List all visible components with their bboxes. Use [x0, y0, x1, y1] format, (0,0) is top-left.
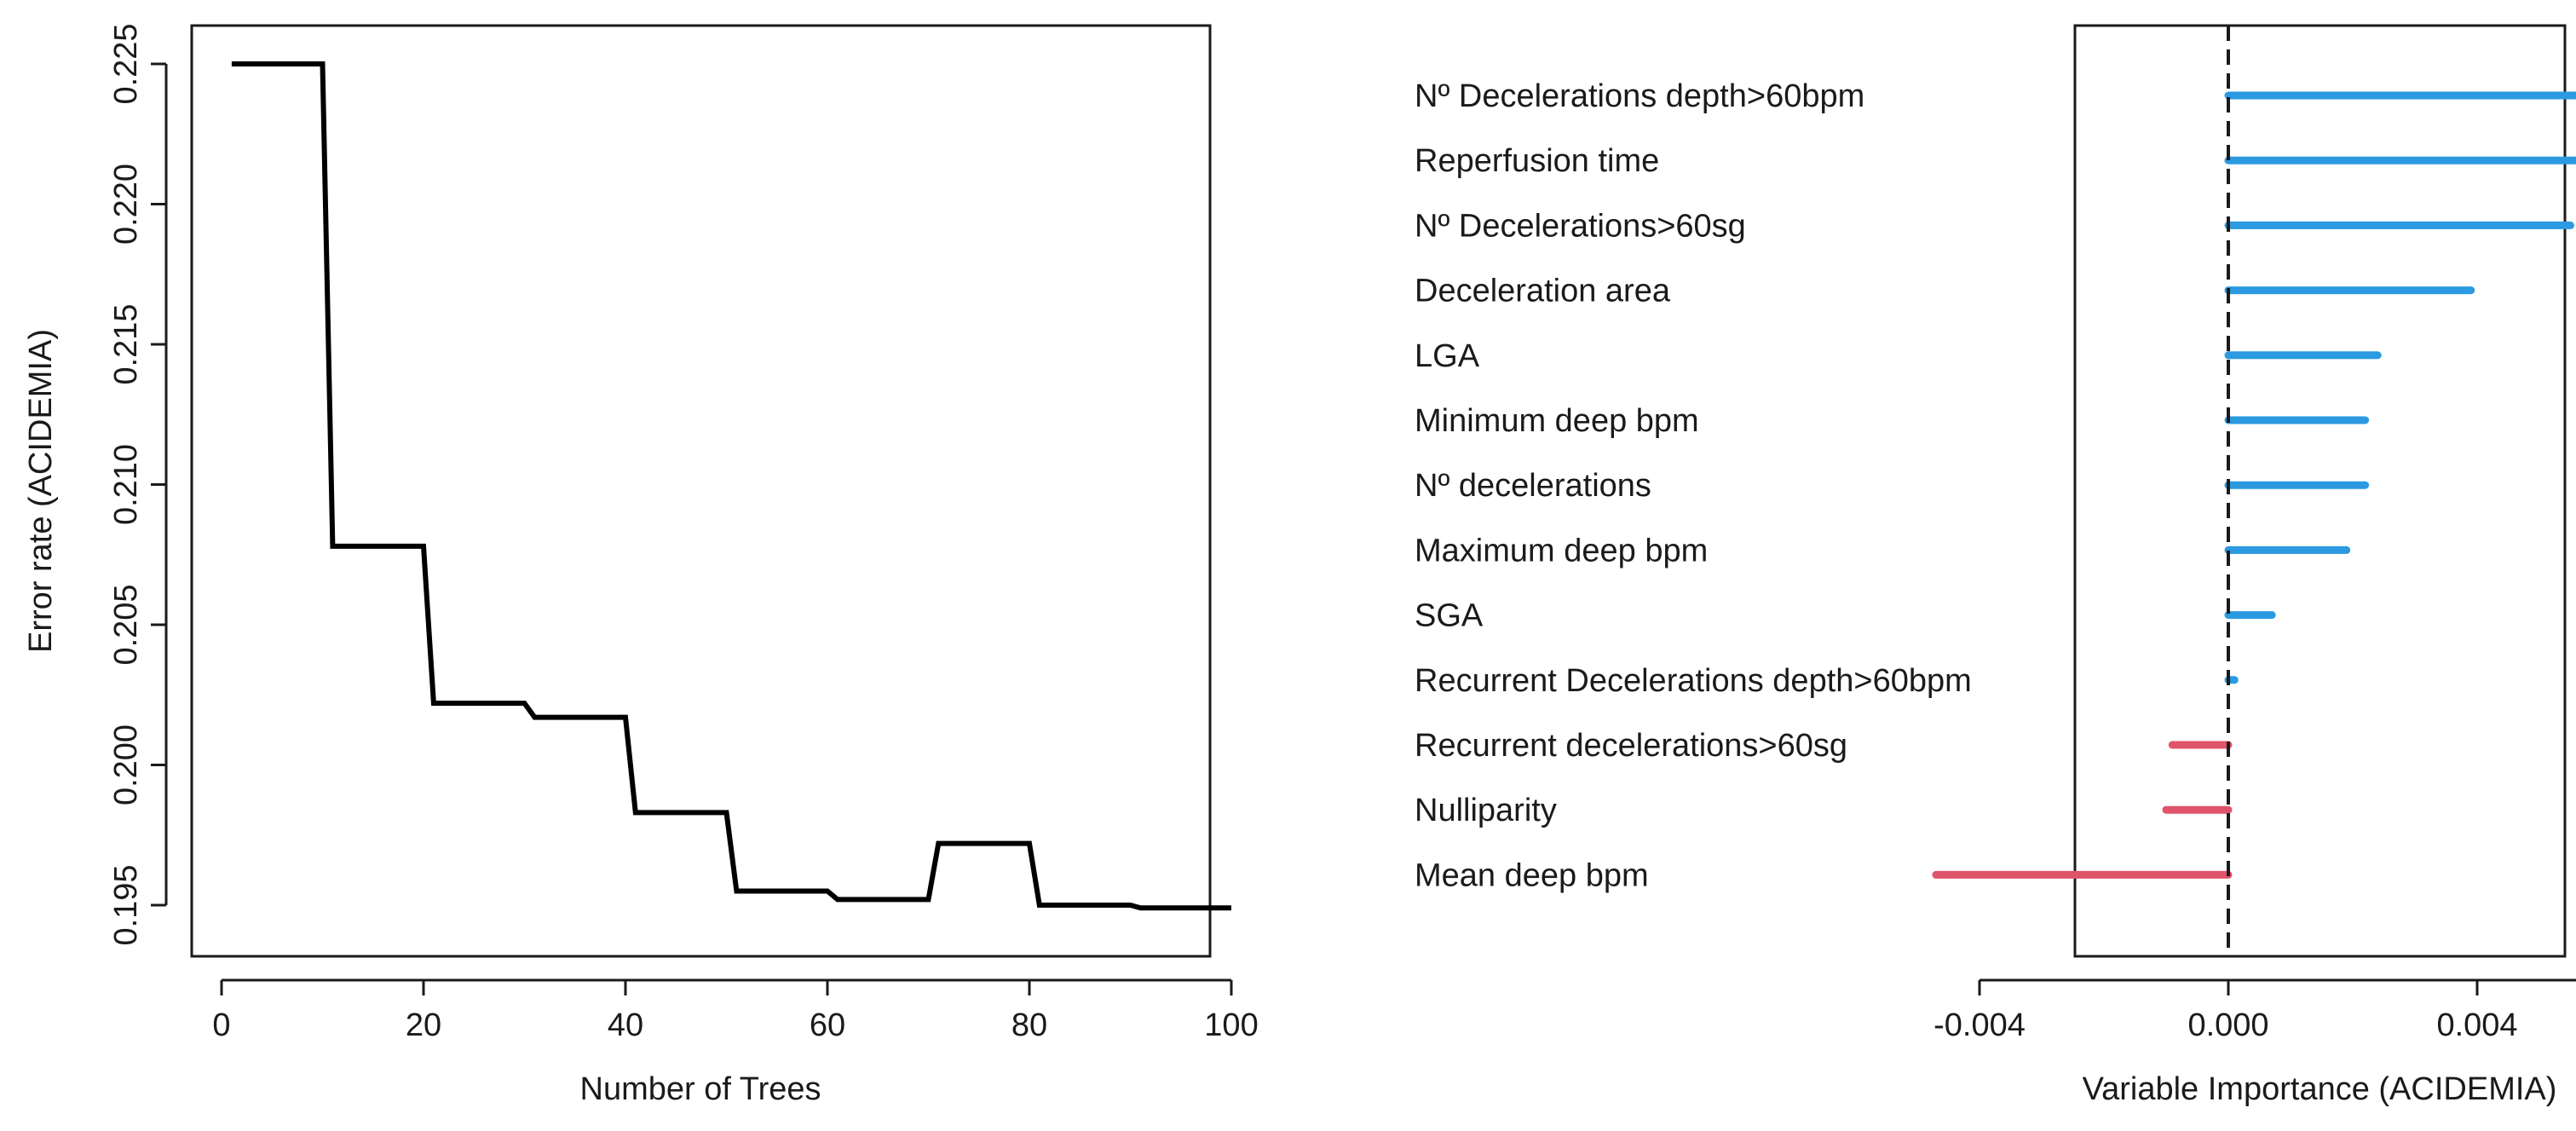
- importance-x-axis-title: Variable Importance (ACIDEMIA): [2083, 1071, 2557, 1107]
- y-tick-label: 0.205: [108, 584, 144, 665]
- y-tick-label: 0.225: [108, 23, 144, 104]
- variable-label: SGA: [1415, 598, 1484, 634]
- variable-label: Recurrent Decelerations depth>60bpm: [1415, 663, 1972, 699]
- variable-label: Maximum deep bpm: [1415, 533, 1708, 568]
- variable-label: LGA: [1415, 338, 1480, 374]
- variable-label: Deceleration area: [1415, 274, 1671, 309]
- x-tick-label: 0.000: [2187, 1007, 2268, 1043]
- variable-importance-chart: Nº Decelerations depth>60bpm Reperfusion …: [1415, 24, 2576, 1107]
- variable-label: Recurrent decelerations>60sg: [1415, 728, 1847, 764]
- variable-labels: Nº Decelerations depth>60bpm Reperfusion …: [1415, 78, 1972, 893]
- y-tick-label: 0.195: [108, 864, 144, 945]
- x-tick-label: 100: [1204, 1007, 1258, 1043]
- error-rate-x-axis-title: Number of Trees: [580, 1071, 821, 1107]
- variable-label: Nº Decelerations depth>60bpm: [1415, 78, 1864, 114]
- error-rate-chart: 0 20 40 60 80 100 0.1950.2000.2050.2100.2150.…: [23, 23, 1259, 1107]
- error-rate-x-axis: 0 20 40 60 80 100: [212, 978, 1259, 1043]
- x-tick-label: 20: [406, 1007, 441, 1043]
- error-rate-y-axis: 0.195 0.200 0.205 0.210 0.215 0.220 0.225: [108, 23, 168, 946]
- x-tick-label: 60: [810, 1007, 845, 1043]
- variable-label: Nulliparity: [1415, 793, 1557, 828]
- y-tick-label: 0.220: [108, 164, 144, 245]
- x-tick-label: 80: [1011, 1007, 1047, 1043]
- variable-label: Nº Decelerations>60sg: [1415, 208, 1746, 244]
- variable-label: Reperfusion time: [1415, 143, 1659, 179]
- error-rate-plot-frame: [190, 24, 1212, 958]
- x-tick-label: -0.004: [1933, 1007, 2026, 1043]
- variable-label: Nº decelerations: [1415, 468, 1651, 504]
- y-tick-label: 0.215: [108, 303, 144, 384]
- y-tick-label: 0.200: [108, 724, 144, 805]
- error-rate-y-axis-title: Error rate (ACIDEMIA): [23, 329, 59, 653]
- y-tick-label: 0.210: [108, 444, 144, 525]
- variable-label: Mean deep bpm: [1415, 857, 1649, 893]
- x-tick-label: 0.004: [2436, 1007, 2517, 1043]
- variable-label: Minimum deep bpm: [1415, 403, 1699, 439]
- error-rate-line: [231, 61, 1231, 911]
- variable-importance-plot-frame: [2073, 24, 2567, 958]
- x-tick-label: 0: [212, 1007, 230, 1043]
- importance-bars: [1932, 91, 2576, 879]
- x-tick-label: 40: [608, 1007, 643, 1043]
